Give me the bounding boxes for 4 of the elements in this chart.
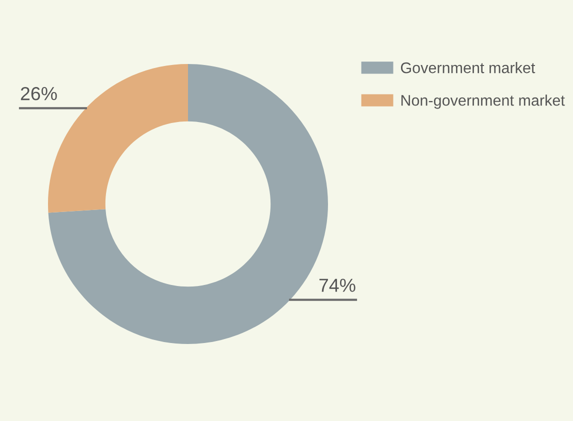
legend-label: Non-government market — [401, 94, 565, 109]
legend-label: Government market — [400, 62, 536, 74]
data-label: 74% — [319, 278, 356, 292]
data-label: 26% — [20, 86, 57, 100]
